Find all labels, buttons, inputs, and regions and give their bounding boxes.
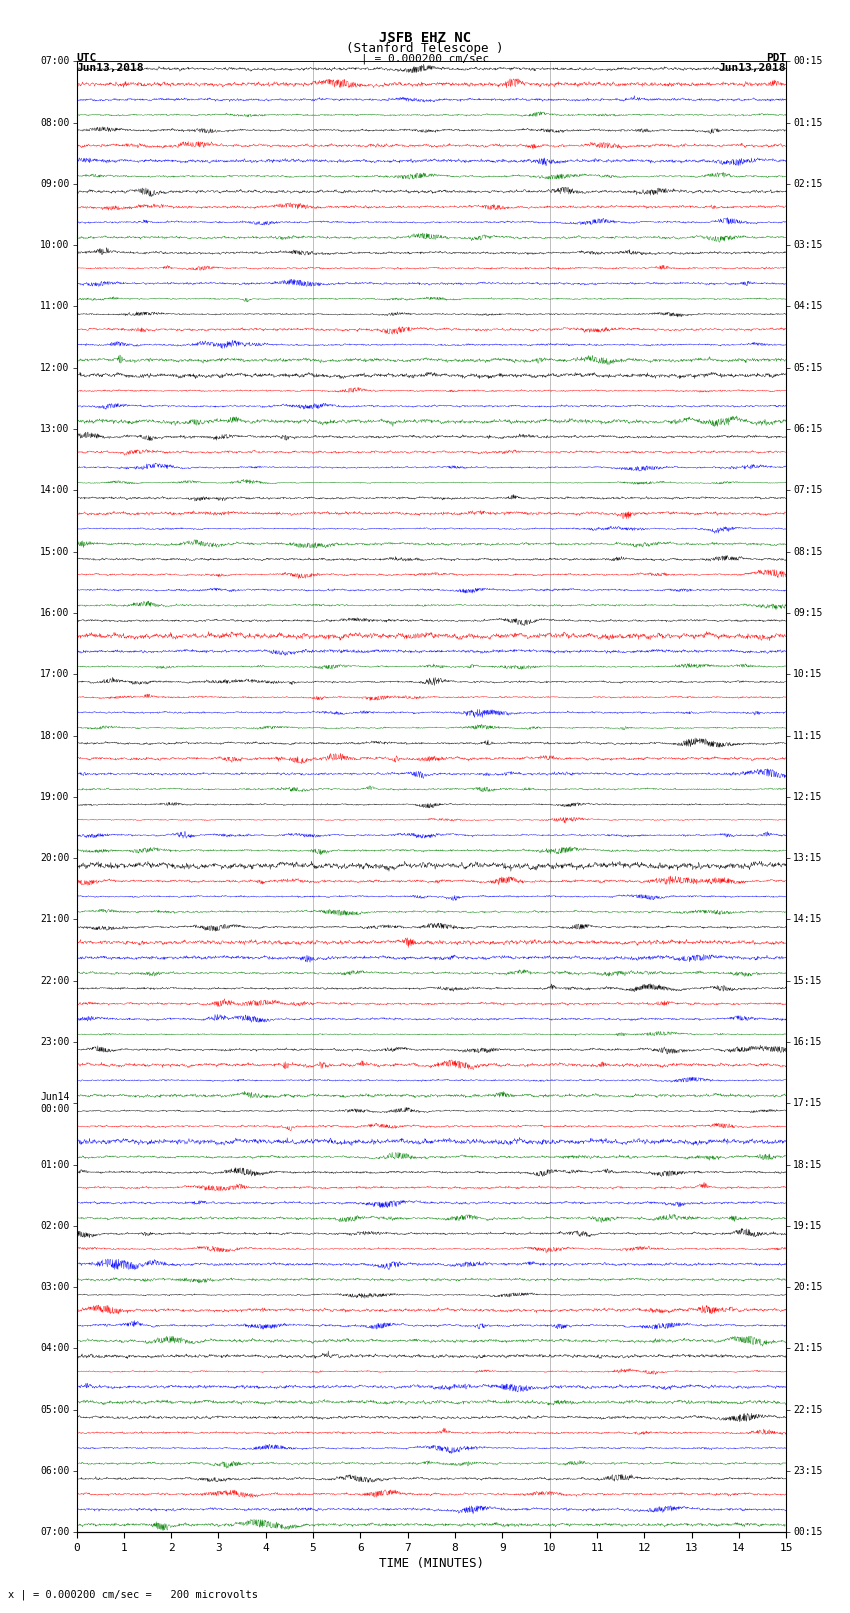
Text: Jun13,2018: Jun13,2018 bbox=[719, 63, 786, 73]
Text: Jun13,2018: Jun13,2018 bbox=[76, 63, 144, 73]
Text: PDT: PDT bbox=[766, 53, 786, 63]
Text: UTC: UTC bbox=[76, 53, 97, 63]
X-axis label: TIME (MINUTES): TIME (MINUTES) bbox=[379, 1557, 484, 1569]
Text: x | = 0.000200 cm/sec =   200 microvolts: x | = 0.000200 cm/sec = 200 microvolts bbox=[8, 1589, 258, 1600]
Text: (Stanford Telescope ): (Stanford Telescope ) bbox=[346, 42, 504, 55]
Text: JSFB EHZ NC: JSFB EHZ NC bbox=[379, 31, 471, 45]
Text: | = 0.000200 cm/sec: | = 0.000200 cm/sec bbox=[361, 53, 489, 65]
